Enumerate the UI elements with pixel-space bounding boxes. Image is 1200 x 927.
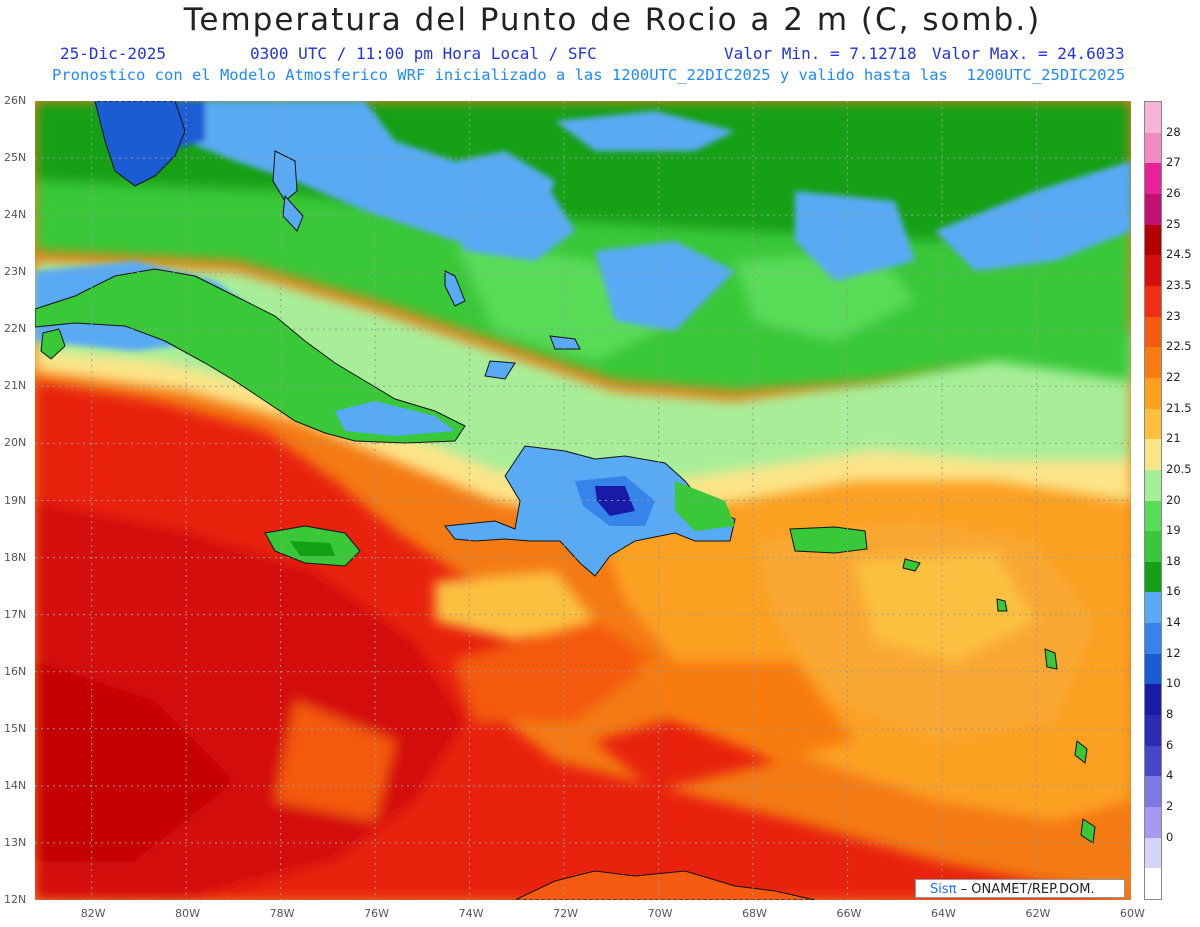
latitude-label: 16N	[4, 664, 27, 678]
venezuela-coast	[514, 870, 816, 900]
colorbar-tick-label: 16	[1166, 584, 1181, 599]
colorbar-tick-label: 6	[1166, 737, 1174, 752]
colorbar-segment	[1145, 132, 1161, 164]
colorbar-segment	[1145, 653, 1161, 685]
map-title: Temperatura del Punto de Rocio a 2 m (C,…	[183, 2, 1042, 38]
colorbar-tick-label: 19	[1166, 523, 1181, 538]
map-canvas	[35, 101, 1131, 900]
onamet-credit: – ONAMET/REP.DOM.	[960, 882, 1095, 897]
colorbar-tick-label: 28	[1166, 124, 1181, 139]
latitude-label: 25N	[4, 151, 27, 165]
latitude-label: 20N	[4, 436, 27, 450]
colorbar-segment	[1145, 684, 1161, 716]
latitude-label: 19N	[4, 493, 27, 507]
colorbar-segment	[1145, 531, 1161, 563]
colorbar-segment	[1145, 285, 1161, 318]
latitude-label: 13N	[4, 835, 27, 849]
colorbar-segment	[1145, 623, 1161, 655]
colorbar-tick-label: 2	[1166, 799, 1174, 814]
colorbar-segment	[1145, 408, 1161, 440]
longitude-label: 64W	[931, 907, 956, 920]
longitude-label: 82W	[80, 907, 106, 920]
longitude-label: 70W	[647, 907, 673, 920]
colorbar-segment	[1145, 715, 1161, 747]
east-orange-zone	[435, 461, 1131, 821]
latitude-label: 14N	[4, 778, 27, 792]
graticule	[35, 101, 1131, 900]
date-label: 25-Dic-2025	[60, 44, 166, 63]
colorbar-tick-label: 8	[1166, 707, 1174, 722]
colorbar-segment	[1145, 500, 1161, 532]
latitude-label: 24N	[4, 208, 27, 222]
bahamas-islands	[272, 150, 298, 202]
lesser-antilles-islands	[1044, 648, 1058, 670]
latitude-label: 12N	[4, 893, 27, 906]
colorbar-tick-label: 4	[1166, 768, 1174, 783]
longitude-label: 68W	[742, 907, 767, 920]
longitude-label: 60W	[1120, 907, 1145, 920]
max-value-label: Valor Max. = 24.6033	[932, 44, 1125, 63]
colorbar-segment	[1145, 807, 1161, 839]
latitude-label: 26N	[4, 94, 27, 107]
dewpoint-map	[35, 101, 1131, 900]
longitude-label: 72W	[553, 907, 578, 920]
time-label: 0300 UTC / 11:00 pm Hora Local / SFC	[250, 44, 597, 63]
colorbar-segment	[1145, 561, 1161, 593]
colorbar-segment	[1145, 837, 1161, 869]
colorbar-segment	[1145, 377, 1161, 410]
colorbar-tick-label: 20	[1166, 492, 1181, 507]
land-masses	[35, 101, 1096, 900]
longitude-label: 66W	[836, 907, 862, 920]
latitude-label: 22N	[4, 322, 27, 336]
colorbar-tick-label: 14	[1166, 615, 1181, 630]
colorbar-tick-label: 24.5	[1166, 247, 1192, 262]
longitude-label: 74W	[458, 907, 484, 920]
colorbar-segment	[1145, 745, 1161, 777]
longitude-label: 78W	[269, 907, 295, 920]
colorbar-segment	[1145, 439, 1161, 471]
latitude-label: 18N	[4, 550, 27, 564]
colorbar-segment	[1145, 316, 1161, 348]
colorbar-tick-label: 0	[1166, 829, 1174, 844]
colorbar	[1144, 101, 1162, 900]
colorbar-tick-label: 22	[1166, 369, 1181, 384]
colorbar-segment	[1145, 102, 1161, 134]
colorbar-tick-label: 21	[1166, 431, 1181, 446]
latitude-label: 21N	[4, 379, 27, 393]
longitude-label: 76W	[364, 907, 389, 920]
colorbar-segment	[1145, 347, 1161, 379]
colorbar-segment	[1145, 193, 1161, 226]
colorbar-tick-label: 18	[1166, 553, 1181, 568]
colorbar-tick-label: 23	[1166, 308, 1181, 323]
colorbar-segment	[1145, 224, 1161, 256]
puerto-rico-landmass	[789, 526, 868, 554]
colorbar-segment	[1145, 868, 1161, 900]
colorbar-tick-label: 26	[1166, 185, 1181, 200]
colorbar-segment	[1145, 776, 1161, 808]
sispi-logo: Sisπ	[930, 882, 957, 897]
credit-box: Sisπ – ONAMET/REP.DOM.	[915, 879, 1125, 898]
colorbar-tick-label: 20.5	[1166, 461, 1192, 476]
colorbar-tick-label: 10	[1166, 676, 1181, 691]
longitude-label: 62W	[1025, 907, 1051, 920]
colorbar-tick-label: 22.5	[1166, 339, 1192, 354]
colorbar-tick-label: 21.5	[1166, 400, 1192, 415]
colorbar-tick-label: 12	[1166, 645, 1181, 660]
latitude-label: 23N	[4, 265, 27, 279]
colorbar-segment	[1145, 163, 1161, 195]
model-info-label: Pronostico con el Modelo Atmosferico WRF…	[52, 66, 1126, 84]
min-value-label: Valor Min. = 7.12718	[724, 44, 917, 63]
latitude-label: 15N	[4, 721, 27, 735]
colorbar-segment	[1145, 592, 1161, 624]
longitude-label: 80W	[175, 907, 201, 920]
colorbar-segment	[1145, 469, 1161, 501]
transition-band	[35, 261, 1131, 521]
florida-landmass	[94, 101, 186, 187]
colorbar-tick-label: 25	[1166, 216, 1181, 231]
cuba-landmass	[35, 268, 466, 444]
colorbar-tick-label: 23.5	[1166, 277, 1192, 292]
colorbar-segment	[1145, 255, 1161, 287]
colorbar-tick-label: 27	[1166, 155, 1181, 170]
latitude-label: 17N	[4, 607, 27, 621]
